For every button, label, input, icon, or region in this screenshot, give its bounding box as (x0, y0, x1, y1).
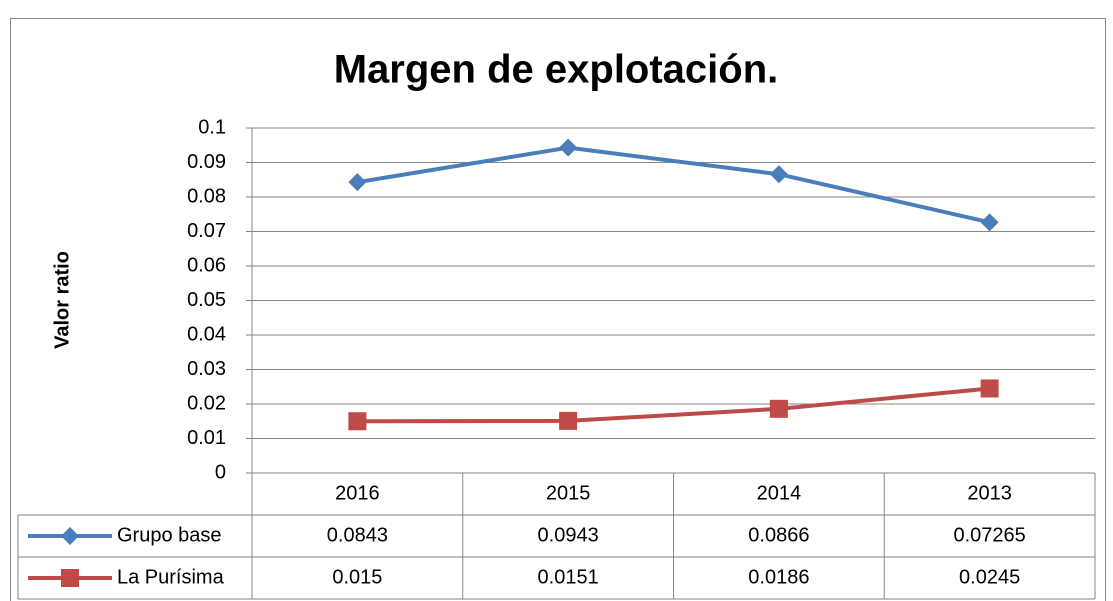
y-tick-label: 0.06 (187, 254, 226, 276)
y-tick-label: 0.1 (198, 116, 226, 138)
series-line (357, 386, 990, 424)
y-tick-label: 0.09 (187, 151, 226, 173)
marker (980, 379, 999, 398)
table-value: 0.0943 (538, 524, 599, 546)
y-tick-label: 0 (215, 461, 226, 483)
y-tick-label: 0.08 (187, 185, 226, 207)
y-tick-label: 0.01 (187, 427, 226, 449)
table-value: 0.0151 (538, 566, 599, 588)
marker (769, 399, 788, 418)
legend-key-marker (61, 527, 79, 545)
marker (348, 173, 367, 192)
chart-border (10, 18, 1106, 601)
marker (559, 138, 578, 157)
marker (769, 165, 788, 184)
x-tick-label: 2016 (335, 482, 380, 504)
y-tick-label: 0.07 (187, 220, 226, 242)
marker (348, 412, 367, 431)
table-value: 0.0843 (327, 524, 388, 546)
series-line (357, 145, 991, 225)
marker (559, 411, 578, 430)
table-value: 0.0186 (748, 566, 809, 588)
table-value: 0.015 (332, 566, 382, 588)
legend-key-marker (61, 569, 79, 587)
marker (980, 213, 999, 232)
legend-label: La Purísima (117, 566, 225, 588)
y-tick-label: 0.02 (187, 392, 226, 414)
chart-title: Margen de explotación. (334, 48, 779, 92)
y-tick-label: 0.05 (187, 289, 226, 311)
y-axis-label: Valor ratio (51, 251, 73, 349)
table-value: 0.0245 (959, 566, 1020, 588)
table-value: 0.0866 (748, 524, 809, 546)
legend-label: Grupo base (117, 524, 222, 546)
x-tick-label: 2013 (967, 482, 1012, 504)
x-tick-label: 2014 (757, 482, 802, 504)
x-tick-label: 2015 (546, 482, 591, 504)
table-value: 0.07265 (953, 524, 1025, 546)
y-tick-label: 0.04 (187, 323, 226, 345)
y-tick-label: 0.03 (187, 358, 226, 380)
